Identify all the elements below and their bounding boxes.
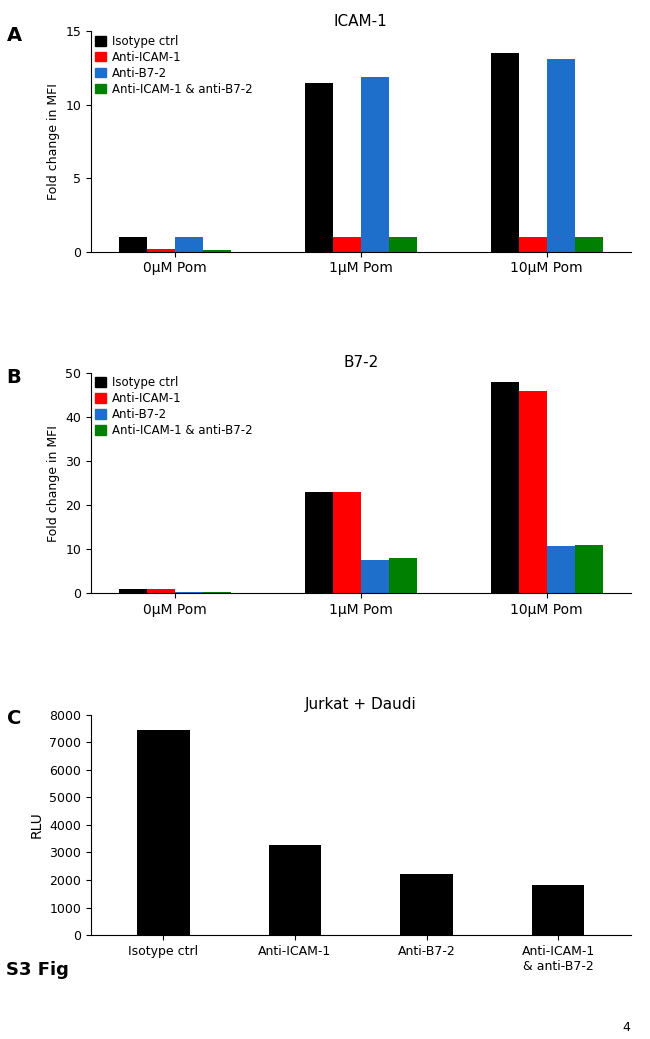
Bar: [547, 547, 575, 593]
Bar: [137, 729, 190, 935]
Bar: [119, 237, 147, 251]
Bar: [305, 83, 333, 251]
Text: B: B: [6, 368, 21, 387]
Bar: [389, 237, 417, 251]
Bar: [491, 381, 519, 593]
Bar: [175, 592, 203, 593]
Y-axis label: RLU: RLU: [30, 811, 44, 838]
Title: B7-2: B7-2: [343, 355, 378, 370]
Bar: [532, 885, 584, 935]
Text: C: C: [6, 710, 21, 728]
Bar: [119, 589, 147, 593]
Y-axis label: Fold change in MFI: Fold change in MFI: [47, 425, 60, 541]
Bar: [547, 59, 575, 251]
Bar: [147, 248, 175, 251]
Bar: [389, 558, 417, 593]
Bar: [333, 237, 361, 251]
Bar: [305, 491, 333, 593]
Text: S3 Fig: S3 Fig: [6, 961, 70, 979]
Bar: [203, 250, 231, 251]
Bar: [333, 491, 361, 593]
Bar: [361, 560, 389, 593]
Title: Jurkat + Daudi: Jurkat + Daudi: [305, 697, 417, 712]
Text: A: A: [6, 26, 21, 45]
Bar: [203, 592, 231, 593]
Bar: [147, 589, 175, 593]
Bar: [268, 845, 321, 935]
Y-axis label: Fold change in MFI: Fold change in MFI: [47, 83, 60, 199]
Bar: [361, 77, 389, 251]
Legend: Isotype ctrl, Anti-ICAM-1, Anti-B7-2, Anti-ICAM-1 & anti-B7-2: Isotype ctrl, Anti-ICAM-1, Anti-B7-2, An…: [94, 376, 253, 437]
Bar: [575, 544, 603, 593]
Bar: [491, 53, 519, 251]
Bar: [519, 237, 547, 251]
Text: 4: 4: [623, 1020, 630, 1034]
Legend: Isotype ctrl, Anti-ICAM-1, Anti-B7-2, Anti-ICAM-1 & anti-B7-2: Isotype ctrl, Anti-ICAM-1, Anti-B7-2, An…: [94, 34, 253, 96]
Bar: [575, 237, 603, 251]
Bar: [519, 391, 547, 593]
Title: ICAM-1: ICAM-1: [334, 14, 387, 29]
Bar: [400, 875, 453, 935]
Bar: [175, 237, 203, 251]
